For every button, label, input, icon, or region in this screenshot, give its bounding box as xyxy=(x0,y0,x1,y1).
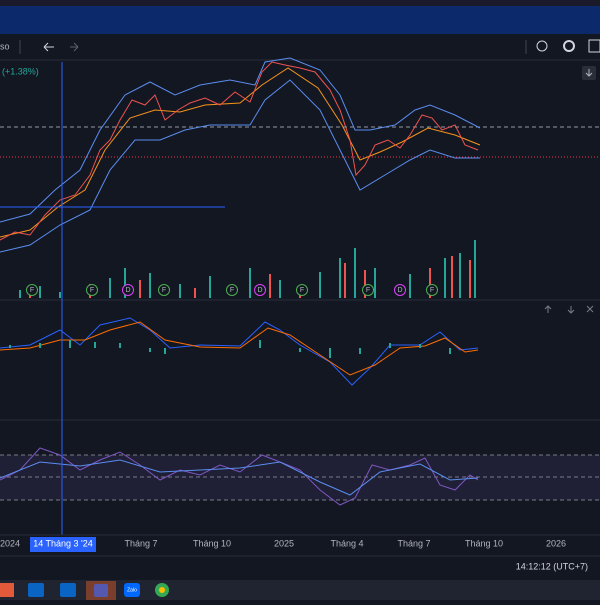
change-label: (+1.38%) xyxy=(2,66,39,76)
rsi-band xyxy=(0,455,600,500)
x-label: Tháng 7 xyxy=(397,538,430,548)
event[interactable]: F xyxy=(86,284,98,296)
macd-line xyxy=(0,317,479,386)
event[interactable]: F xyxy=(426,284,438,296)
event[interactable]: F xyxy=(226,284,238,296)
macd-histogram xyxy=(9,340,451,358)
event-label: F xyxy=(366,287,370,294)
event-markers: F F D F F D F F D F xyxy=(26,284,438,296)
x-label: Tháng 4 xyxy=(330,538,363,548)
app-icon-center xyxy=(159,587,165,593)
app-icon xyxy=(94,584,108,597)
signal-line xyxy=(0,321,479,376)
event[interactable]: D xyxy=(122,284,134,296)
bollinger-lower xyxy=(0,79,480,253)
fullscreen-icon[interactable] xyxy=(588,39,600,53)
event[interactable]: F xyxy=(26,284,38,296)
crosshair-label: 14 Tháng 3 '24 xyxy=(33,538,93,548)
redo-icon[interactable] xyxy=(70,42,79,52)
rsi-line xyxy=(0,447,479,506)
app-icon[interactable] xyxy=(60,583,76,597)
collapse-icon xyxy=(585,69,593,77)
alert-icon[interactable] xyxy=(536,40,548,52)
event-label: D xyxy=(397,287,402,294)
event-label: F xyxy=(90,287,94,294)
event-label: F xyxy=(230,287,234,294)
app-icon[interactable] xyxy=(124,583,140,597)
app-icon[interactable] xyxy=(0,583,14,597)
settings-icon[interactable] xyxy=(563,40,575,52)
x-label: Tháng 10 xyxy=(193,538,231,548)
toolbar xyxy=(0,34,600,60)
pane-controls[interactable] xyxy=(544,305,594,314)
rsi-ma xyxy=(0,459,479,496)
x-label: Tháng 7 xyxy=(124,538,157,548)
crosshair-label-box xyxy=(30,537,96,552)
event-label: D xyxy=(257,287,262,294)
volume-bars xyxy=(19,240,476,298)
event-label: F xyxy=(300,287,304,294)
price-candles xyxy=(0,61,479,241)
x-label: Tháng 10 xyxy=(465,538,503,548)
taskbar xyxy=(0,580,600,600)
event[interactable]: F xyxy=(158,284,170,296)
bollinger-upper xyxy=(0,57,481,223)
event[interactable]: D xyxy=(394,284,406,296)
moving-average xyxy=(0,67,481,238)
event-label: F xyxy=(30,287,34,294)
app-name: Zalo xyxy=(127,587,137,593)
title-bar-top xyxy=(0,0,600,6)
event-label: D xyxy=(125,287,130,294)
x-label: 2025 xyxy=(274,538,294,548)
event-label: F xyxy=(162,287,166,294)
event[interactable]: F xyxy=(296,284,308,296)
x-label: 2026 xyxy=(546,538,566,548)
x-label: 2024 xyxy=(0,538,20,548)
event-label: F xyxy=(430,287,434,294)
symbol[interactable]: so xyxy=(0,41,10,51)
app-icon[interactable] xyxy=(28,583,44,597)
clock: 14:12:12 (UTC+7) xyxy=(516,561,588,571)
event[interactable]: F xyxy=(362,284,374,296)
event[interactable]: D xyxy=(254,284,266,296)
undo-icon[interactable] xyxy=(43,42,54,52)
